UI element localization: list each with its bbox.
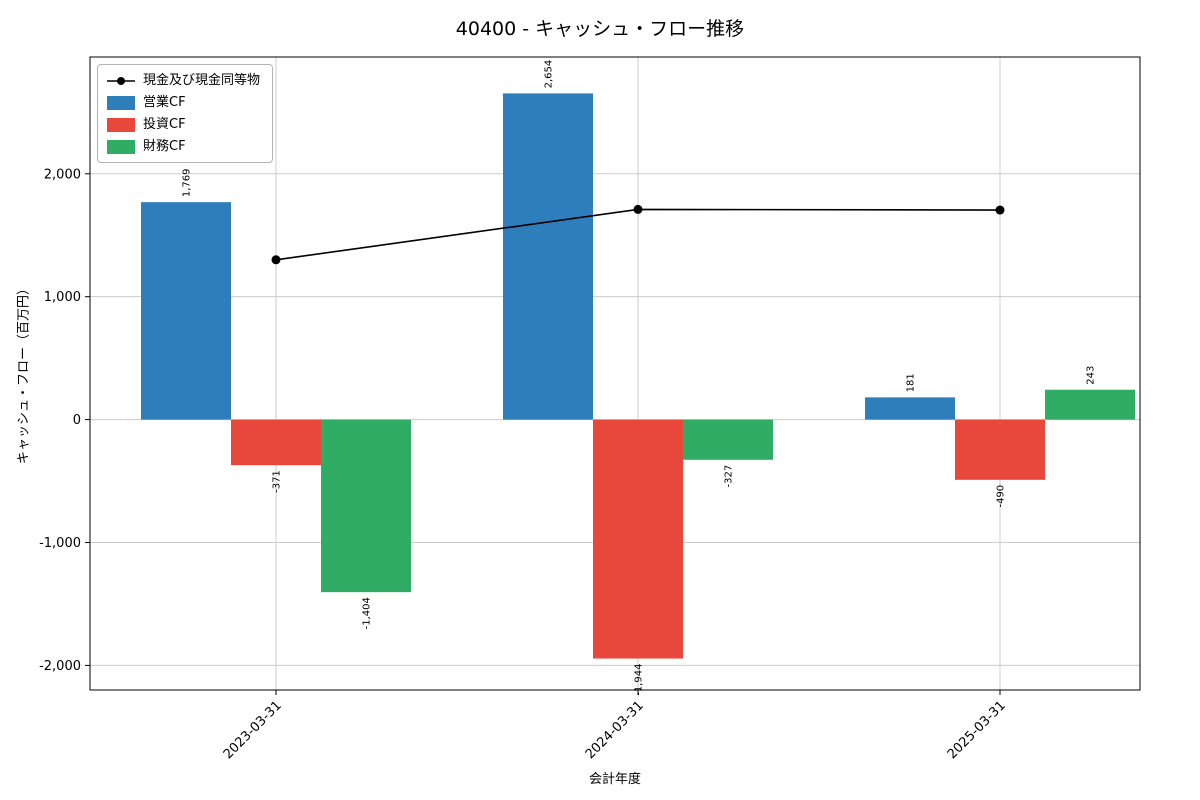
y-tick-label: 0 xyxy=(73,413,81,428)
y-tick-label: 1,000 xyxy=(44,290,81,305)
y-tick-label: -1,000 xyxy=(39,536,81,551)
bar-value-label: -327 xyxy=(724,465,735,488)
bar-financing-2023-03-31 xyxy=(321,419,411,593)
legend-item-operating: 営業CF xyxy=(107,95,260,110)
x-axis-label: 会計年度 xyxy=(588,772,642,787)
bar-value-label: 1,769 xyxy=(182,169,193,198)
legend-item-investing: 投資CF xyxy=(107,117,260,132)
bar-investing-2024-03-31 xyxy=(593,419,683,659)
line-series-layer xyxy=(271,204,1005,265)
bar-value-label: -371 xyxy=(272,470,283,493)
x-tick-label: 2024-03-31 xyxy=(583,698,647,762)
legend-swatch-investing-icon xyxy=(107,117,135,132)
bar-financing-2024-03-31 xyxy=(683,419,773,460)
cash-line-marker xyxy=(995,205,1005,215)
bar-operating-2023-03-31 xyxy=(141,202,231,420)
chart-title: 40400 - キャッシュ・フロー推移 xyxy=(455,18,745,40)
legend-label-financing: 財務CF xyxy=(143,139,186,154)
y-tick-label: 2,000 xyxy=(44,167,81,182)
legend-swatch-financing-icon xyxy=(107,139,135,154)
y-axis-label: キャッシュ・フロー（百万円） xyxy=(16,281,32,465)
cash-line-marker xyxy=(271,255,281,265)
axes-spines xyxy=(89,56,1141,691)
y-tick-label: -2,000 xyxy=(39,659,81,674)
legend-label-investing: 投資CF xyxy=(143,117,186,132)
bar-value-label: 243 xyxy=(1086,366,1097,385)
legend-line-icon xyxy=(107,76,135,85)
bar-financing-2025-03-31 xyxy=(1045,389,1135,420)
plot-border xyxy=(89,56,1141,691)
bar-value-labels-layer: 1,769 2,654 181 -371 -1,944 -490 -1,404 -327 243 xyxy=(182,60,1097,696)
bar-value-label: 2,654 xyxy=(544,60,555,89)
legend-item-financing: 財務CF xyxy=(107,139,260,154)
legend: 現金及び現金同等物 営業CF 投資CF 財務CF xyxy=(97,64,274,163)
legend-label-cash: 現金及び現金同等物 xyxy=(143,73,261,88)
bar-operating-2025-03-31 xyxy=(865,397,955,420)
cash-line-marker xyxy=(633,204,643,214)
bar-value-label: -490 xyxy=(996,485,1007,508)
bar-operating-2024-03-31 xyxy=(503,93,593,420)
bar-investing-2025-03-31 xyxy=(955,419,1045,480)
legend-swatch-operating-icon xyxy=(107,95,135,110)
bar-investing-2023-03-31 xyxy=(231,419,321,466)
legend-label-operating: 営業CF xyxy=(143,95,186,110)
legend-item-cash: 現金及び現金同等物 xyxy=(107,73,260,88)
x-tick-label: 2023-03-31 xyxy=(221,698,285,762)
x-tick-label: 2025-03-31 xyxy=(945,698,1009,762)
bar-value-label: 181 xyxy=(906,373,917,392)
bars-layer xyxy=(141,93,1135,659)
bar-value-label: -1,404 xyxy=(362,597,373,629)
bar-value-label: -1,944 xyxy=(634,664,645,696)
